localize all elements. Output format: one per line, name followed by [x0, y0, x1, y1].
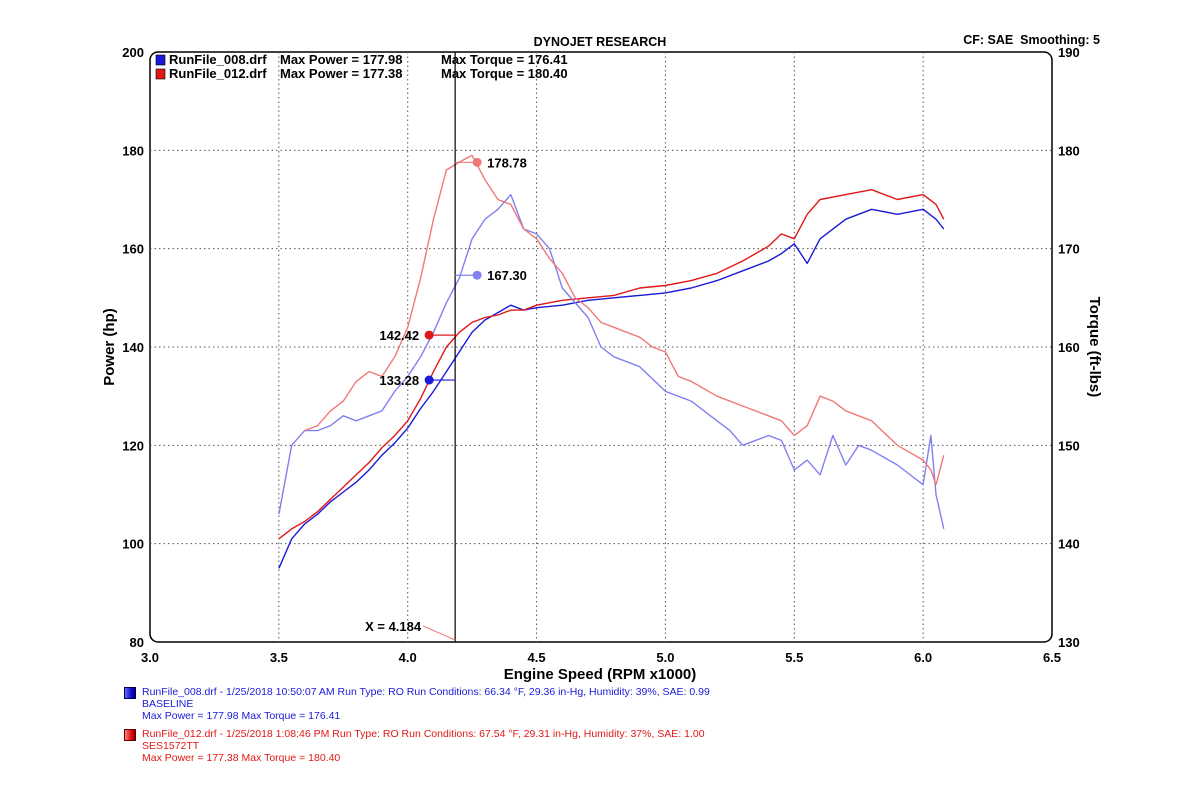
x-tick-label: 4.0 — [399, 650, 417, 665]
y-tick-label-left: 160 — [122, 242, 144, 257]
readout-dot — [472, 157, 482, 167]
x-tick-label: 5.0 — [656, 650, 674, 665]
run1-max-values: Max Power = 177.98 Max Torque = 176.41 — [142, 710, 341, 722]
run2-max-values: Max Power = 177.38 Max Torque = 180.40 — [142, 752, 341, 764]
run1-color-swatch — [124, 687, 136, 699]
y-tick-label-left: 100 — [122, 537, 144, 552]
y-axis-label-right: Torque (ft-lbs) — [1086, 297, 1103, 398]
x-tick-label: 3.0 — [141, 650, 159, 665]
x-tick-label: 6.0 — [914, 650, 932, 665]
y-tick-label-right: 130 — [1058, 635, 1080, 650]
cursor-pointer-line — [422, 625, 456, 641]
series-torque-runfile-012-drf — [304, 154, 945, 486]
y-tick-label-right: 180 — [1058, 143, 1080, 158]
legend-max-power: Max Power = 177.98 — [280, 52, 403, 67]
legend-max-torque: Max Torque = 176.41 — [441, 52, 568, 67]
readout-dot — [472, 270, 482, 280]
x-tick-label: 4.5 — [528, 650, 546, 665]
y-tick-label-right: 160 — [1058, 340, 1080, 355]
run2-details: RunFile_012.drf - 1/25/2018 1:08:46 PM R… — [142, 728, 705, 740]
x-tick-label: 5.5 — [785, 650, 803, 665]
readout-label-torque: 178.78 — [487, 155, 527, 170]
x-tick-label: 6.5 — [1043, 650, 1061, 665]
run-info-2: RunFile_012.drf - 1/25/2018 1:08:46 PM R… — [124, 728, 705, 764]
x-tick-label: 3.5 — [270, 650, 288, 665]
cursor: X = 4.184 178.78 167.30 142.42 133.28 — [365, 52, 527, 642]
y-tick-label-left: 200 — [122, 45, 144, 60]
run1-name: BASELINE — [142, 698, 194, 710]
legend-swatch — [155, 54, 166, 66]
y-tick-label-right: 140 — [1058, 537, 1080, 552]
legend-swatch — [155, 68, 166, 80]
y-tick-label-left: 180 — [122, 143, 144, 158]
y-tick-label-left: 140 — [122, 340, 144, 355]
readout-dot — [424, 330, 434, 340]
readout-label-power: 142.42 — [379, 328, 419, 343]
legend-run-name: RunFile_008.drf — [169, 52, 267, 67]
legend-max-power: Max Power = 177.38 — [280, 66, 403, 81]
readout-dot — [424, 375, 434, 385]
series-lines — [278, 154, 945, 569]
legend: RunFile_008.drf Max Power = 177.98 Max Tor… — [155, 52, 568, 81]
series-torque-runfile-008-drf — [278, 193, 945, 530]
y-tick-label-right: 190 — [1058, 45, 1080, 60]
run2-color-swatch — [124, 729, 136, 741]
run2-name: SES1572TT — [142, 740, 200, 752]
y-tick-label-left: 80 — [130, 635, 144, 650]
y-axis-label-left: Power (hp) — [101, 308, 118, 386]
run1-details: RunFile_008.drf - 1/25/2018 10:50:07 AM … — [142, 686, 710, 698]
legend-max-torque: Max Torque = 180.40 — [441, 66, 568, 81]
cursor-x-label: X = 4.184 — [365, 619, 422, 634]
run-info-1: RunFile_008.drf - 1/25/2018 10:50:07 AM … — [124, 686, 710, 722]
x-axis-label: Engine Speed (RPM x1000) — [504, 666, 697, 683]
axes: 3.0 3.5 4.0 4.5 5.0 5.5 6.0 6.5 80 100 120 140 160 18… — [122, 45, 1079, 665]
series-power-runfile-012-drf — [278, 188, 945, 540]
chart-title: DYNOJET RESEARCH — [534, 35, 667, 49]
legend-run-name: RunFile_012.drf — [169, 66, 267, 81]
readout-label-torque: 167.30 — [487, 268, 527, 283]
y-tick-label-right: 170 — [1058, 242, 1080, 257]
y-tick-label-left: 120 — [122, 438, 144, 453]
readout-label-power: 133.28 — [379, 373, 419, 388]
correction-factor-info: CF: SAE Smoothing: 5 — [963, 33, 1100, 47]
y-tick-label-right: 150 — [1058, 438, 1080, 453]
series-power-runfile-008-drf — [278, 208, 945, 569]
